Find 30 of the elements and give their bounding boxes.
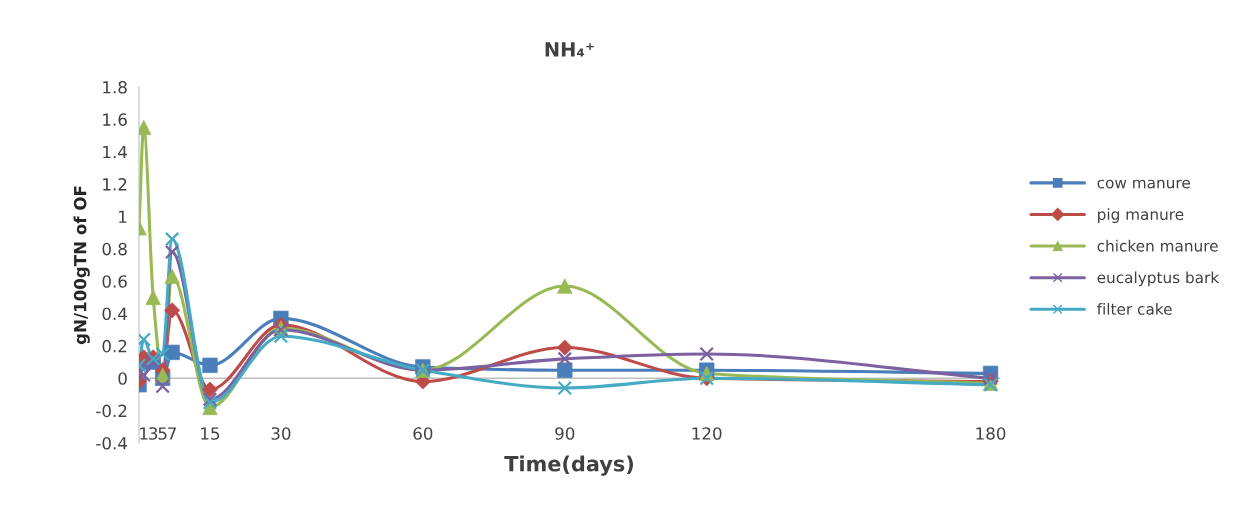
chart-title: NH₄⁺ xyxy=(545,42,594,57)
x-tick-label: 60 xyxy=(413,427,433,440)
x-tick-label: 3 xyxy=(149,427,158,440)
x-tick-label: 15 xyxy=(201,427,220,440)
x-tick-label: 7 xyxy=(168,427,176,440)
x-tick-label: 30 xyxy=(271,427,291,440)
y-tick-label: 0 xyxy=(118,372,127,385)
x-tick-label: 5 xyxy=(158,427,167,440)
x-axis-title: Time(days) xyxy=(504,455,633,476)
y-tick-label: 1.8 xyxy=(103,80,127,94)
y-axis-title: gN/100gTN of OF xyxy=(73,186,90,345)
x-tick-label: 1 xyxy=(140,427,148,440)
legend-label: cow manure xyxy=(1097,179,1190,189)
y-tick-label: 1 xyxy=(119,210,127,223)
legend-label: eucalyptus bark xyxy=(1097,271,1220,287)
y-tick-label: -0.2 xyxy=(96,404,127,418)
y-tick-label: 0.4 xyxy=(102,307,127,321)
y-tick-label: -0.4 xyxy=(96,436,127,450)
x-tick-label: 90 xyxy=(555,427,575,440)
y-tick-label: 0.8 xyxy=(102,242,127,256)
y-tick-label: 1.6 xyxy=(103,113,127,126)
y-tick-label: 1.4 xyxy=(103,145,127,159)
legend-label: filter cake xyxy=(1097,302,1172,315)
y-tick-label: 1.2 xyxy=(103,178,127,191)
legend-label: pig manure xyxy=(1098,208,1184,223)
y-tick-label: 0.6 xyxy=(102,275,127,288)
legend-label: chicken manure xyxy=(1097,239,1218,252)
y-tick-label: 0.2 xyxy=(102,339,127,353)
x-tick-label: 120 xyxy=(692,427,722,440)
x-tick-label: 180 xyxy=(976,427,1006,440)
